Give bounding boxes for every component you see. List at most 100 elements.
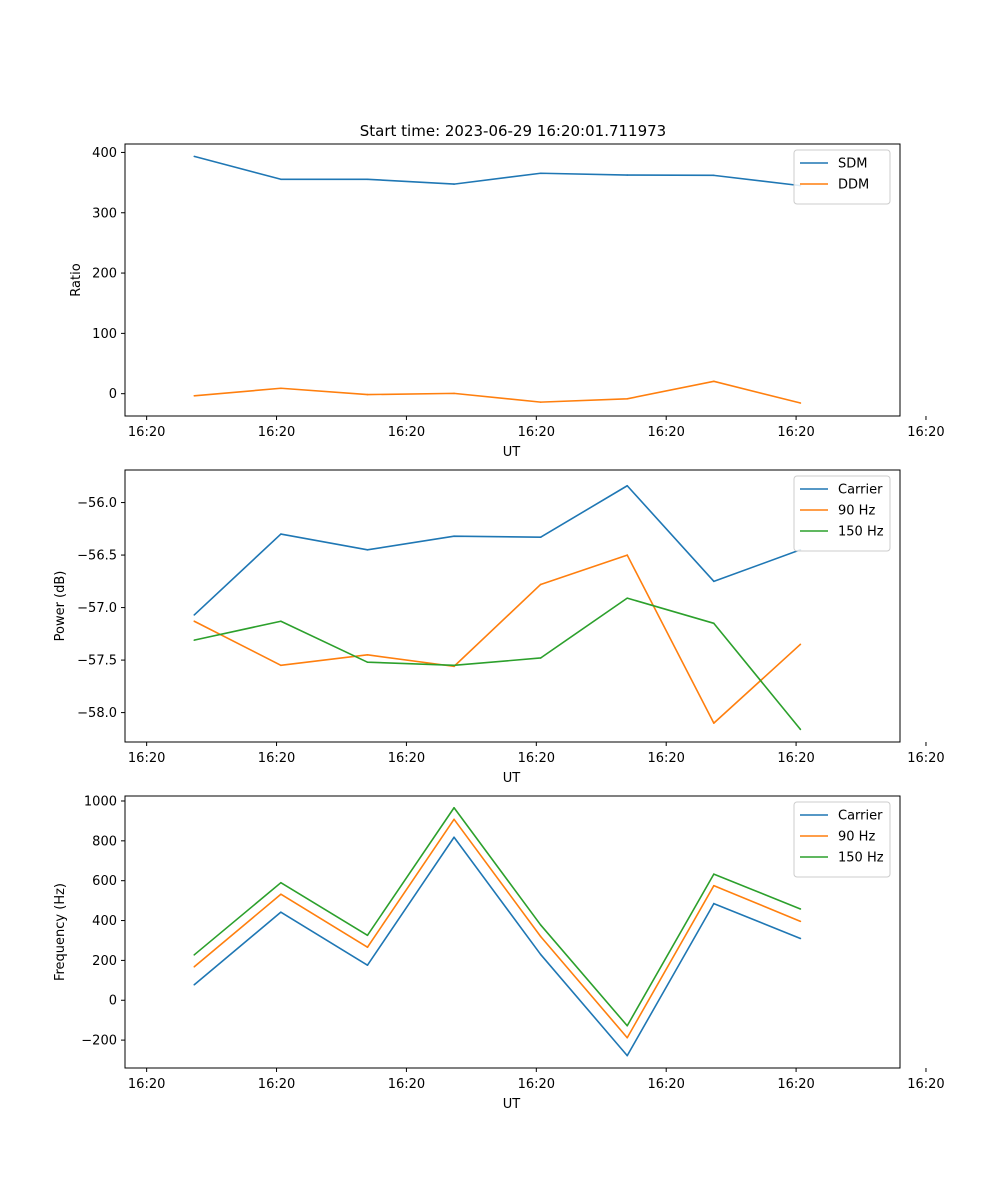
chart-2-x-tick-label: 16:20 xyxy=(777,751,814,766)
chart-3-x-tick-label: 16:20 xyxy=(907,1077,944,1092)
chart-3-series-2-point xyxy=(626,1036,629,1039)
chart-3-series-3-point xyxy=(453,806,455,809)
chart-1-x-tick-label: 16:20 xyxy=(777,425,814,440)
figure-title: Start time: 2023-06-29 16:20:01.711973 xyxy=(360,122,666,140)
chart-1-series-1-point xyxy=(626,174,629,176)
chart-3-y-tick-label: 800 xyxy=(92,834,117,849)
chart-2-legend-label-2: 90 Hz xyxy=(838,504,875,519)
chart-2-legend-box xyxy=(793,475,891,552)
chart-2-series-2-point xyxy=(366,654,369,656)
chart-2-series-2-point xyxy=(713,722,715,724)
chart-3-y-tick-label: 0 xyxy=(109,994,117,1009)
chart-1-series-1-point xyxy=(453,183,455,185)
chart-1-y-axis-label: Ratio xyxy=(69,263,84,296)
chart-3-series-3-point xyxy=(799,908,802,910)
chart-1-x-tick-label: 16:20 xyxy=(128,425,165,440)
chart-3-x-tick-label: 16:20 xyxy=(128,1077,165,1092)
chart-2-series-1-point xyxy=(713,580,715,583)
chart-2-series-line-3 xyxy=(194,597,802,730)
chart-3-series-2-point xyxy=(193,965,196,968)
chart-1-series-2-point xyxy=(193,394,196,397)
chart-3-series-2-point xyxy=(280,893,282,896)
chart-3-x-axis-label: UT xyxy=(503,1097,521,1112)
chart-2-series-3-point xyxy=(539,657,542,659)
chart-3-series-3-point xyxy=(193,954,196,956)
chart-1-series-line-2 xyxy=(194,380,801,404)
chart-1-series-1-point xyxy=(539,172,542,175)
chart-2-series-1-point xyxy=(366,549,369,551)
chart-2-series-2-point xyxy=(280,664,282,667)
chart-3-series-line-1 xyxy=(193,836,801,1057)
chart-2-x-tick-label: 16:20 xyxy=(258,751,295,766)
chart-3-series-3-point xyxy=(280,881,282,884)
chart-1-panel: 16:20 16:20 16:20 16:20 16:20 16:20 16:20 0 100 2… xyxy=(69,143,945,460)
chart-2-series-line-2 xyxy=(193,554,801,724)
chart-2-series-3-point xyxy=(366,661,369,663)
chart-2-series-3-point xyxy=(713,622,715,625)
chart-1-series-2-point xyxy=(626,398,629,400)
chart-2-y-tick-label: −56.0 xyxy=(77,496,117,511)
chart-1-x-axis-label: UT xyxy=(503,445,521,460)
chart-1-series-2-point xyxy=(713,380,715,383)
chart-2-series-2-point xyxy=(539,583,542,586)
chart-2-series-1-point xyxy=(280,533,282,535)
chart-3-x-tick-label: 16:20 xyxy=(518,1077,555,1092)
chart-2-series-3-point xyxy=(193,639,196,641)
chart-2-series-line-1 xyxy=(193,484,801,616)
chart-3-x-tick-label: 16:20 xyxy=(388,1077,425,1092)
chart-3-series-3-point xyxy=(713,873,715,875)
chart-2-axes-frame xyxy=(124,469,901,743)
chart-1-y-tick-label: 300 xyxy=(92,206,117,221)
chart-1-series-1-point xyxy=(280,178,282,181)
chart-3-series-2-point xyxy=(453,818,455,821)
chart-2-series-1-point xyxy=(539,536,542,539)
chart-1-axes-frame xyxy=(124,143,901,417)
chart-3-series-1-point xyxy=(366,964,369,966)
chart-3-panel: 16:20 16:20 16:20 16:20 16:20 16:20 16:20 −200 0… xyxy=(53,794,945,1112)
chart-3-series-3-point xyxy=(626,1024,629,1027)
chart-3-legend-box xyxy=(793,801,891,878)
chart-3-series-1-point xyxy=(799,937,802,940)
chart-2-series-2-point xyxy=(193,620,196,623)
chart-2-series-1-point xyxy=(626,484,629,487)
chart-3-x-tick-label: 16:20 xyxy=(647,1077,684,1092)
chart-3-series-line-3 xyxy=(193,806,801,1027)
chart-2-series-3-point xyxy=(626,597,629,599)
chart-3-series-1-point xyxy=(453,836,455,839)
chart-1-series-line-1 xyxy=(194,155,801,187)
chart-2-x-axis-label: UT xyxy=(503,771,521,786)
chart-3-series-2-point xyxy=(799,920,802,923)
chart-3-legend-label-1: Carrier xyxy=(838,809,883,824)
chart-1-y-tick-label: 100 xyxy=(92,327,117,342)
chart-3-series-1-point xyxy=(713,902,715,905)
chart-2-x-tick-label: 16:20 xyxy=(907,751,944,766)
chart-2-series-3-point xyxy=(280,620,282,623)
chart-2-y-tick-label: −56.5 xyxy=(77,549,117,564)
chart-2-series-2-point xyxy=(626,554,629,556)
chart-1-series-2-point xyxy=(539,401,542,403)
chart-3-legend-label-3: 150 Hz xyxy=(838,851,884,866)
chart-1-x-tick-label: 16:20 xyxy=(518,425,555,440)
chart-3-series-line-2 xyxy=(193,818,801,1039)
chart-2-series-1-point xyxy=(193,614,196,616)
chart-2-x-tick-label: 16:20 xyxy=(647,751,684,766)
chart-2-x-tick-label: 16:20 xyxy=(388,751,425,766)
chart-3-series-1-point xyxy=(626,1054,629,1057)
chart-3-series-1-point xyxy=(193,983,196,986)
chart-2-y-axis-label: Power (dB) xyxy=(53,571,68,642)
chart-3-series-1-point xyxy=(280,911,282,913)
chart-2-y-tick-label: −58.0 xyxy=(77,706,117,721)
chart-2-series-3-point xyxy=(453,664,455,667)
chart-1-series-1-point xyxy=(713,174,715,177)
chart-1-legend-label-2: DDM xyxy=(838,178,869,193)
chart-1-series-1-point xyxy=(366,178,369,181)
chart-3-y-tick-label: 1000 xyxy=(84,794,117,809)
chart-3-y-tick-label: −200 xyxy=(81,1034,117,1049)
chart-1-series-2-point xyxy=(453,392,455,395)
chart-2-x-tick-label: 16:20 xyxy=(518,751,555,766)
chart-3-series-2-point xyxy=(539,935,542,938)
chart-1-legend-label-1: SDM xyxy=(838,157,867,172)
chart-2-legend-label-3: 150 Hz xyxy=(838,525,884,540)
panels: 16:20 16:20 16:20 16:20 16:20 16:20 16:20 0 100 2… xyxy=(53,143,945,1112)
